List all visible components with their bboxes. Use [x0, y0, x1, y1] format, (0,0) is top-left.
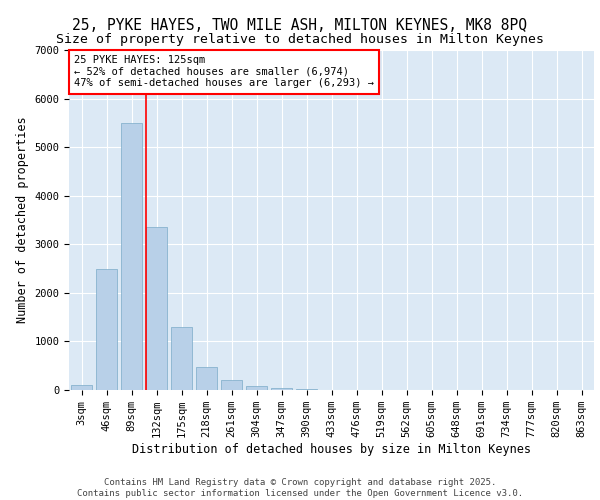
- Bar: [146, 228, 167, 390]
- Bar: [246, 386, 267, 390]
- Bar: [196, 366, 217, 390]
- Bar: [71, 385, 92, 390]
- Bar: [221, 380, 242, 390]
- Text: 25, PYKE HAYES, TWO MILE ASH, MILTON KEYNES, MK8 8PQ: 25, PYKE HAYES, TWO MILE ASH, MILTON KEY…: [73, 18, 527, 32]
- Bar: [171, 327, 192, 390]
- Bar: [121, 123, 142, 390]
- Text: Size of property relative to detached houses in Milton Keynes: Size of property relative to detached ho…: [56, 32, 544, 46]
- Bar: [96, 268, 117, 390]
- X-axis label: Distribution of detached houses by size in Milton Keynes: Distribution of detached houses by size …: [132, 443, 531, 456]
- Text: 25 PYKE HAYES: 125sqm
← 52% of detached houses are smaller (6,974)
47% of semi-d: 25 PYKE HAYES: 125sqm ← 52% of detached …: [74, 55, 374, 88]
- Bar: [296, 389, 317, 390]
- Y-axis label: Number of detached properties: Number of detached properties: [16, 116, 29, 324]
- Bar: [271, 388, 292, 390]
- Text: Contains HM Land Registry data © Crown copyright and database right 2025.
Contai: Contains HM Land Registry data © Crown c…: [77, 478, 523, 498]
